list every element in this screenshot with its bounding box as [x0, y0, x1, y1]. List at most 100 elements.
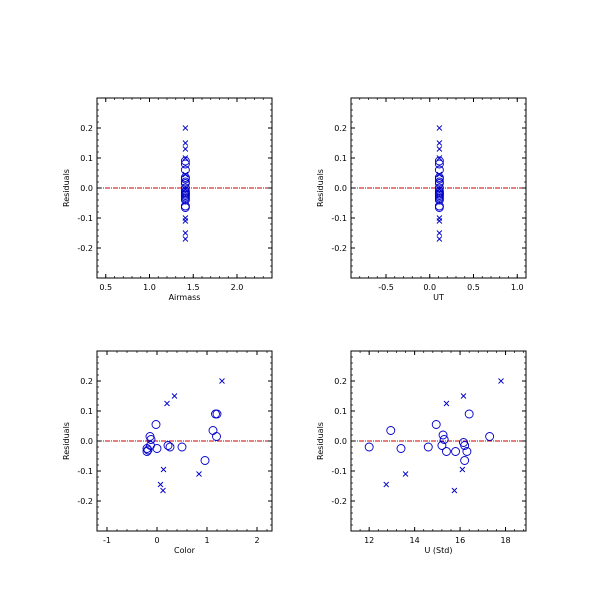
data-point-cross	[182, 186, 189, 193]
data-point-cross	[436, 146, 443, 152]
data-point-cross	[157, 481, 164, 488]
data-point-cross	[498, 378, 504, 384]
y-axis-label: Residuals	[316, 422, 325, 460]
x-tick-label: -0.5	[378, 283, 394, 292]
x-axis-label: U (Std)	[425, 546, 453, 555]
data-point-cross	[436, 125, 443, 131]
y-tick-label: 0.2	[80, 377, 93, 386]
data-point-cross	[436, 236, 443, 242]
data-point-circle	[142, 444, 152, 453]
data-point-cross	[443, 400, 450, 407]
data-point-cross	[436, 186, 443, 193]
data-point-circle	[451, 447, 460, 456]
data-point-circle	[434, 156, 444, 166]
data-point-circle	[180, 183, 190, 193]
data-point-cross	[182, 230, 189, 236]
data-point-cross	[402, 471, 409, 477]
y-tick-label: -0.1	[77, 467, 93, 476]
data-point-cross	[436, 230, 443, 236]
x-tick-label: 1.0	[511, 283, 524, 292]
data-point-circle	[180, 156, 190, 166]
data-point-cross	[459, 466, 466, 473]
y-tick-label: 0.2	[334, 377, 347, 386]
y-tick-label: 0.0	[334, 184, 347, 193]
data-point-cross	[182, 236, 189, 242]
data-point-cross	[436, 171, 443, 178]
y-tick-label: -0.2	[331, 244, 347, 253]
y-tick-label: -0.1	[331, 467, 347, 476]
data-point-cross	[182, 218, 189, 224]
data-point-circle	[434, 195, 444, 205]
data-point-circle	[151, 420, 161, 429]
y-tick-label: 0.0	[334, 437, 347, 446]
data-point-circle	[163, 441, 173, 450]
y-tick-label: 0.1	[80, 407, 93, 416]
data-point-cross	[182, 125, 189, 131]
x-tick-label: -1	[103, 536, 111, 545]
x-tick-label: 0.0	[423, 283, 436, 292]
y-tick-label: 0.2	[80, 124, 93, 133]
x-tick-label: 18	[500, 536, 510, 545]
data-point-circle	[208, 426, 218, 435]
data-point-circle	[180, 195, 190, 205]
data-point-circle	[180, 159, 190, 169]
x-tick-label: 0	[154, 536, 159, 545]
data-point-circle	[212, 432, 221, 441]
x-axis-label: Airmass	[169, 293, 201, 302]
data-point-cross	[182, 146, 189, 152]
data-point-circle	[364, 442, 374, 452]
y-tick-label: 0.1	[334, 154, 347, 163]
y-tick-label: 0.1	[334, 407, 347, 416]
x-tick-label: 12	[364, 536, 374, 545]
data-point-cross	[436, 155, 443, 161]
data-point-cross	[182, 155, 189, 161]
data-point-circle	[431, 420, 441, 429]
data-point-circle	[212, 409, 222, 419]
data-point-circle	[142, 447, 152, 456]
x-tick-label: 0.5	[467, 283, 480, 292]
data-point-circle	[396, 444, 406, 453]
data-point-circle	[423, 442, 433, 452]
scatter-panel-4: 12 14 16 18 -0.2 -0.1 0.0 0.1 0.2 U (Std) Residual…	[316, 350, 527, 555]
data-point-circle	[434, 183, 444, 193]
data-point-circle	[434, 165, 444, 175]
x-tick-label: 2.0	[231, 283, 244, 292]
data-point-cross	[460, 393, 467, 399]
y-tick-label: 0.0	[80, 437, 93, 446]
y-tick-label: 0.1	[80, 154, 93, 163]
y-tick-label: -0.2	[331, 497, 347, 506]
data-point-circle	[460, 456, 470, 465]
y-axis-label: Residuals	[62, 422, 71, 460]
data-point-cross	[182, 171, 189, 178]
data-point-circle	[462, 447, 472, 456]
data-point-circle	[485, 432, 495, 441]
x-tick-label: 2	[254, 536, 259, 545]
data-point-circle	[386, 426, 396, 435]
y-tick-label: -0.2	[77, 244, 93, 253]
data-point-cross	[383, 481, 390, 488]
data-point-circle	[434, 159, 444, 169]
x-tick-label: 1.5	[187, 283, 200, 292]
data-point-cross	[436, 140, 443, 146]
y-tick-label: 0.2	[334, 124, 347, 133]
data-point-cross	[219, 378, 225, 384]
data-point-cross	[182, 140, 189, 146]
y-tick-label: -0.2	[77, 497, 93, 506]
x-tick-label: 14	[410, 536, 420, 545]
data-point-circle	[180, 165, 190, 175]
data-point-circle	[434, 203, 444, 212]
y-tick-label: -0.1	[77, 214, 93, 223]
data-point-circle	[464, 409, 474, 419]
x-axis-label: Color	[174, 546, 196, 555]
data-point-cross	[164, 400, 170, 407]
x-tick-label: 1	[204, 536, 209, 545]
data-point-circle	[143, 445, 153, 455]
x-tick-label: 1.0	[143, 283, 156, 292]
data-point-cross	[196, 471, 202, 477]
data-point-cross	[160, 466, 167, 473]
data-point-circle	[146, 435, 156, 444]
scatter-panel-2: -0.5 0.0 0.5 1.0 -0.2 -0.1 0.0 0.1 0.2 UT Residual…	[316, 97, 527, 302]
data-point-circle	[165, 442, 175, 452]
data-point-circle	[180, 203, 190, 212]
scatter-panel-1: 0.5 1.0 1.5 2.0 -0.2 -0.1 0.0 0.1 0.2 Airmass Resi…	[62, 97, 273, 302]
